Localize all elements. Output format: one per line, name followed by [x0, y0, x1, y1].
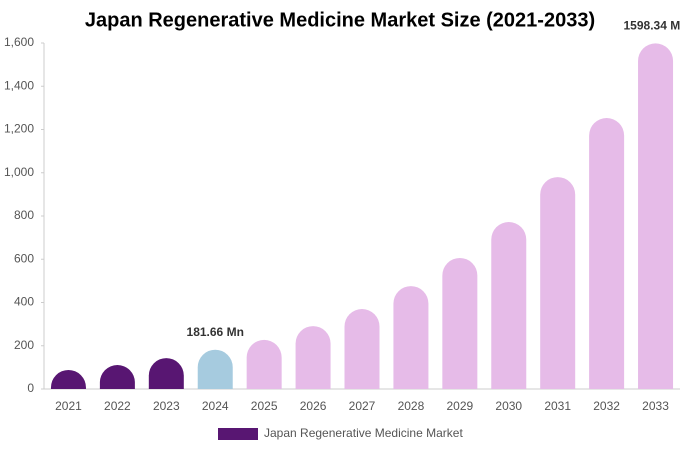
x-tick-label: 2021	[55, 399, 82, 413]
x-tick-label: 2030	[495, 399, 522, 413]
bar	[442, 257, 478, 389]
y-tick-label: 1,400	[4, 78, 34, 92]
bar	[99, 364, 135, 389]
x-tick-label: 2026	[300, 399, 327, 413]
x-tick-label: 2022	[104, 399, 131, 413]
x-tick-label: 2029	[446, 399, 473, 413]
y-tick-label: 400	[14, 295, 34, 309]
x-tick-label: 2025	[251, 399, 278, 413]
y-tick-label: 800	[14, 208, 34, 222]
bar	[344, 308, 380, 389]
y-tick-label: 1,200	[4, 122, 34, 136]
bar	[148, 358, 184, 389]
bar	[295, 326, 331, 389]
bar	[197, 349, 233, 389]
bar	[589, 118, 625, 389]
value-label: 1598.34 Mn	[624, 19, 680, 33]
bar	[540, 177, 576, 389]
x-tick-label: 2031	[544, 399, 571, 413]
y-tick-label: 600	[14, 251, 34, 265]
bar	[491, 222, 527, 389]
legend-label: Japan Regenerative Medicine Market	[264, 426, 463, 440]
bar	[638, 43, 674, 389]
x-tick-label: 2033	[642, 399, 669, 413]
x-tick-label: 2032	[593, 399, 620, 413]
bar	[50, 369, 86, 389]
value-label: 181.66 Mn	[187, 325, 244, 339]
bar	[393, 286, 429, 389]
y-tick-label: 200	[14, 338, 34, 352]
y-tick-label: 1,600	[4, 35, 34, 49]
y-tick-label: 1,000	[4, 165, 34, 179]
bar	[246, 339, 282, 389]
x-tick-label: 2028	[398, 399, 425, 413]
x-tick-label: 2024	[202, 399, 229, 413]
x-tick-label: 2027	[349, 399, 376, 413]
legend-swatch	[218, 428, 258, 440]
chart-title: Japan Regenerative Medicine Market Size …	[85, 9, 595, 31]
y-tick-label: 0	[27, 381, 34, 395]
x-tick-label: 2023	[153, 399, 180, 413]
